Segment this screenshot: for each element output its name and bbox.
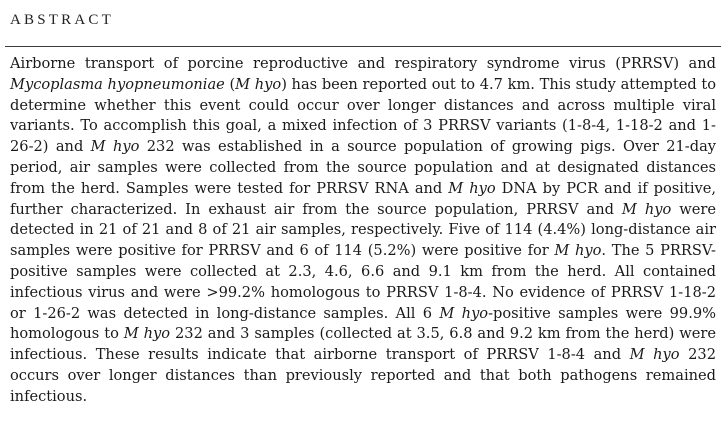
abstract-text-segment: 232 was established in a source populati… (10, 138, 717, 197)
heading-divider (5, 46, 721, 47)
abstract-text-segment: -positive samples were 99.9% homologous … (10, 304, 717, 343)
abstract-text-segment: 232 occurs over longer distances than pr… (10, 346, 717, 405)
abstract-text-segment: Airborne transport of porcine reproducti… (10, 55, 716, 72)
abstract-italic-term: M hyo (90, 138, 140, 156)
abstract-text-segment: ( (224, 75, 236, 93)
abstract-text-segment: 232 and 3 samples (collected at 3.5, 6.8… (10, 325, 716, 364)
abstract-italic-term: M hyo (621, 200, 672, 218)
abstract-text-segment: . The 5 PRRSV-positive samples were coll… (10, 242, 716, 322)
abstract-body: Airborne transport of porcine reproducti… (10, 54, 716, 408)
abstract-italic-term: Mycoplasma hyopneumoniae (10, 75, 225, 93)
abstract-italic-term: M hyo (235, 75, 282, 93)
abstract-italic-term: M hyo (448, 179, 496, 197)
abstract-text-segment: DNA by PCR and if positive, further char… (10, 179, 717, 218)
abstract-text-segment: were detected in 21 of 21 and 8 of 21 ai… (10, 200, 716, 260)
abstract-italic-term: M hyo (123, 325, 171, 343)
abstract-italic-term: M hyo (629, 346, 680, 364)
abstract-heading: ABSTRACT (10, 12, 114, 28)
abstract-italic-term: M hyo (554, 242, 602, 260)
abstract-text-segment: ) has been reported out to 4.7 km. This … (10, 75, 716, 156)
abstract-italic-term: M hyo (439, 304, 489, 322)
